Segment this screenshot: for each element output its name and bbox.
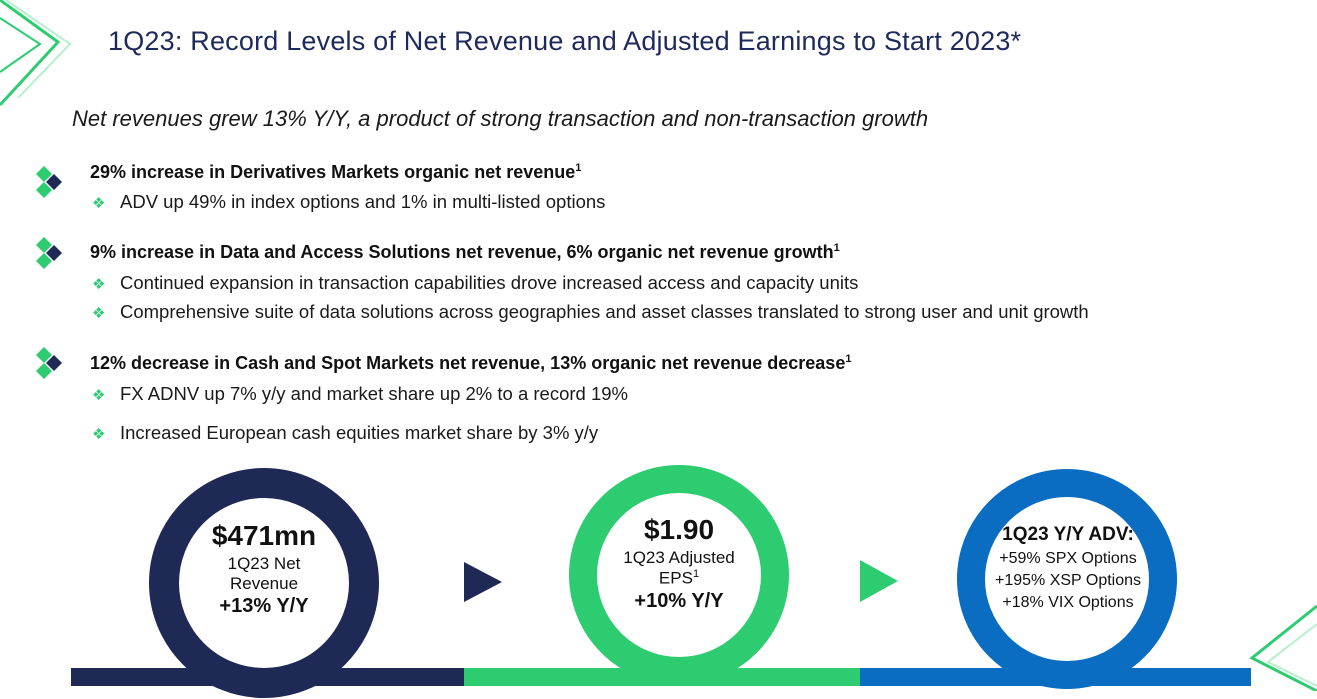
list-item: ❖ Comprehensive suite of data solutions a… [92,301,1089,322]
diamond-cluster-icon: ❖ [92,276,106,293]
kpi-net-revenue: $471mn 1Q23 Net Revenue +13% Y/Y [178,520,350,618]
kpi-change: +13% Y/Y [219,595,309,617]
section-heading-derivatives: 29% increase in Derivatives Markets orga… [90,162,582,182]
arrow-right-icon [860,560,898,602]
diamond-cluster-icon: ❖ [92,195,106,212]
list-item: ❖ ADV up 49% in index options and 1% in m… [92,191,606,212]
section-heading-cash-spot: 12% decrease in Cash and Spot Markets ne… [90,353,852,373]
diamond-cluster-icon: ❖ [92,305,106,322]
kpi-heading: 1Q23 Y/Y ADV: [1002,524,1134,545]
diamond-bullet-icon [36,237,62,269]
corner-chevron-top-left [0,0,72,107]
kpi-adjusted-eps: $1.90 1Q23 Adjusted EPS1 +10% Y/Y [594,514,764,613]
arrow-right-icon [464,562,502,602]
diamond-cluster-icon: ❖ [92,426,106,443]
kpi-ring-navy [149,468,379,698]
diamond-bullet-icon [36,347,62,379]
diamond-bullet-icon [36,166,62,198]
page-title: 1Q23: Record Levels of Net Revenue and A… [108,26,1022,56]
kpi-ring-blue [957,469,1177,689]
corner-chevron-bottom-right [1249,604,1317,691]
section-heading-data-access: 9% increase in Data and Access Solutions… [90,242,840,262]
kpi-change: +10% Y/Y [634,589,724,612]
list-item: ❖ Continued expansion in transaction capa… [92,272,859,293]
diamond-cluster-icon: ❖ [92,387,106,404]
list-item: ❖ FX ADNV up 7% y/y and market share up 2… [92,383,628,404]
kpi-value: $471mn [211,520,317,551]
page-subtitle: Net revenues grew 13% Y/Y, a product of … [72,106,929,131]
kpi-ring-green [569,465,789,685]
kpi-adv: 1Q23 Y/Y ADV: +59% SPX Options +195% XSP… [985,524,1151,612]
list-item: ❖ Increased European cash equities market… [92,422,599,443]
kpi-value: $1.90 [643,514,715,545]
